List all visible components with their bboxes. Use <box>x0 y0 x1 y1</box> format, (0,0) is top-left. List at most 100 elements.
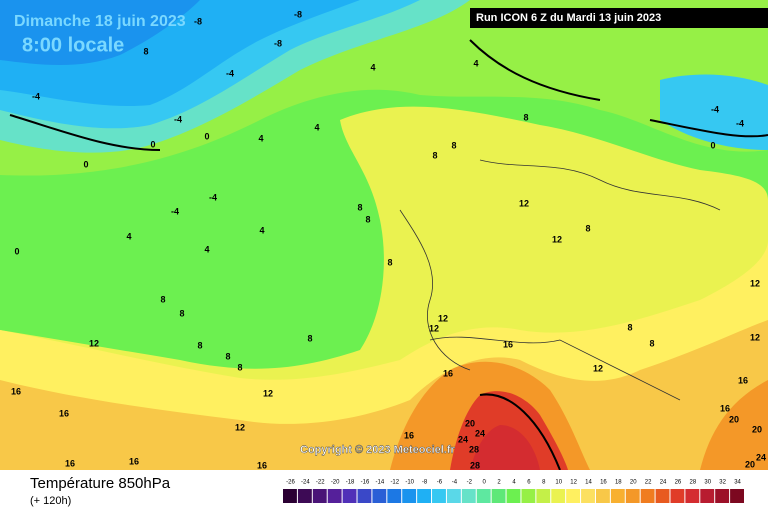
isotherm-label: 4 <box>370 62 375 72</box>
isotherm-label: -4 <box>711 104 719 114</box>
isotherm-label: 0 <box>204 131 209 141</box>
scale-label: -18 <box>346 480 355 486</box>
isotherm-label: 8 <box>357 202 362 212</box>
scale-swatch <box>342 489 357 503</box>
copyright: Copyright © 2023 Meteociel.fr <box>300 444 456 456</box>
scale-label: -4 <box>452 480 458 486</box>
scale-swatch <box>446 489 461 503</box>
isotherm-label: 8 <box>197 340 202 350</box>
isotherm-label: 4 <box>314 122 319 132</box>
lead-time: (+ 120h) <box>30 495 71 507</box>
scale-swatch <box>476 489 491 503</box>
isotherm-label: 12 <box>89 338 99 348</box>
isotherm-label: 20 <box>729 414 739 424</box>
isotherm-label: -8 <box>294 9 302 19</box>
isotherm-label: 8 <box>160 294 165 304</box>
isotherm-label: 16 <box>129 456 139 466</box>
isotherm-label: 20 <box>465 418 475 428</box>
scale-swatch <box>461 489 476 503</box>
isotherm-label: 24 <box>475 428 485 438</box>
isotherm-label: 16 <box>404 430 414 440</box>
isotherm-label: 16 <box>257 460 267 470</box>
isotherm-label: -4 <box>32 91 40 101</box>
scale-label: 14 <box>585 480 592 486</box>
isotherm-label: 8 <box>649 338 654 348</box>
isotherm-label: 12 <box>593 363 603 373</box>
scale-swatch <box>491 489 506 503</box>
isotherm-label: 12 <box>552 234 562 244</box>
scale-swatch <box>700 489 715 503</box>
scale-label: 28 <box>689 480 696 486</box>
scale-swatch <box>581 489 595 503</box>
isotherm-label: 16 <box>503 339 513 349</box>
isotherm-label: 20 <box>745 459 755 469</box>
scale-swatch <box>625 489 640 503</box>
isotherm-label: 12 <box>750 332 760 342</box>
isotherm-label: 12 <box>519 198 529 208</box>
isotherm-label: 8 <box>627 322 632 332</box>
scale-swatch <box>640 489 655 503</box>
isotherm-label: 8 <box>432 150 437 160</box>
isotherm-label: 4 <box>259 225 264 235</box>
scale-swatch <box>417 489 432 503</box>
scale-label: 20 <box>630 480 637 486</box>
scale-label: 32 <box>719 480 726 486</box>
isotherm-label: 12 <box>438 313 448 323</box>
isotherm-label: 8 <box>365 214 370 224</box>
scale-label: 16 <box>600 480 607 486</box>
zone <box>700 380 768 470</box>
scale-label: 10 <box>555 480 562 486</box>
scale-label: 18 <box>615 480 622 486</box>
scale-swatch <box>536 489 551 503</box>
isotherm-label: 4 <box>204 244 209 254</box>
isotherm-label: 24 <box>458 434 468 444</box>
isotherm-label: -8 <box>274 38 282 48</box>
isotherm-label: 16 <box>720 403 730 413</box>
isotherm-label: 12 <box>429 323 439 333</box>
color-scale: -26 -24 -22 -20 -18 -16 -14 -12 -10 -8 -6 -4 -2 0 2 4 6 8… <box>283 480 744 503</box>
isotherm-label: 0 <box>14 246 19 256</box>
isotherm-label: 12 <box>750 278 760 288</box>
isotherm-label: 0 <box>83 159 88 169</box>
variable-title: Température 850hPa <box>30 475 171 492</box>
isotherm-label: 8 <box>387 257 392 267</box>
scale-label: -2 <box>467 480 473 486</box>
scale-label: 30 <box>704 480 711 486</box>
scale-swatch <box>506 489 521 503</box>
scale-swatch <box>566 489 581 503</box>
scale-label: 22 <box>645 480 652 486</box>
scale-swatch <box>595 489 610 503</box>
time-title: 8:00 locale <box>22 34 124 56</box>
isotherm-label: 24 <box>756 452 766 462</box>
scale-swatch <box>372 489 387 503</box>
isotherm-label: 16 <box>738 375 748 385</box>
isotherm-label: 8 <box>451 140 456 150</box>
isotherm-label: -4 <box>736 118 744 128</box>
scale-swatch <box>670 489 685 503</box>
isotherm-label: -4 <box>171 206 179 216</box>
scale-label: 2 <box>497 480 501 486</box>
isotherm-label: 16 <box>59 408 69 418</box>
isotherm-label: -4 <box>209 192 217 202</box>
scale-swatch <box>312 489 327 503</box>
scale-swatch <box>655 489 670 503</box>
scale-label: -8 <box>422 480 428 486</box>
scale-label: 8 <box>542 480 546 486</box>
isotherm-label: 8 <box>179 308 184 318</box>
run-info: Run ICON 6 Z du Mardi 13 juin 2023 <box>476 12 661 24</box>
isotherm-label: 4 <box>126 231 131 241</box>
isotherm-label: 28 <box>469 444 479 454</box>
scale-label: -16 <box>361 480 370 486</box>
scale-label: 34 <box>734 480 741 486</box>
scale-label: -22 <box>316 480 325 486</box>
zone <box>0 0 200 65</box>
scale-swatch <box>432 489 446 503</box>
scale-swatch <box>521 489 536 503</box>
isotherm-label: 8 <box>585 223 590 233</box>
scale-swatch <box>551 489 566 503</box>
scale-label: -12 <box>390 480 399 486</box>
scale-swatch <box>327 489 342 503</box>
isotherm-label: 8 <box>523 112 528 122</box>
scale-label: -6 <box>437 480 443 486</box>
isotherm-label: 12 <box>235 422 245 432</box>
